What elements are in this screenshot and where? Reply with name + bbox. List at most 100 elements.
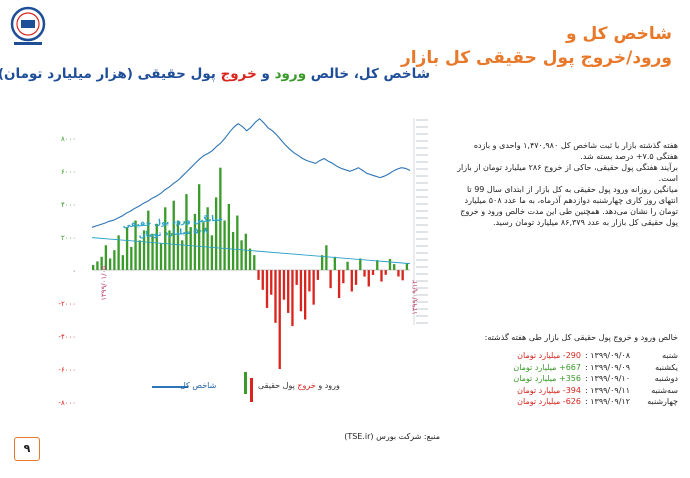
outflow-bar — [384, 270, 387, 275]
legend-flow-label: ورود و خروج پول حقیقی — [258, 381, 340, 390]
outflow-bar — [274, 270, 277, 323]
outflow-bar — [265, 270, 269, 308]
inflow-bar — [185, 194, 188, 270]
inflow-bar — [159, 243, 163, 270]
inflow-bar — [198, 184, 201, 270]
inflow-bar — [100, 256, 103, 270]
inflow-bar — [206, 207, 209, 270]
outflow-bar — [337, 270, 341, 299]
inflow-bar — [134, 220, 137, 270]
inflow-bar — [92, 265, 95, 270]
outflow-bar — [312, 270, 315, 305]
outflow-bar — [350, 270, 353, 292]
market-summary: هفته گذشته بازار با ثبت شاخص کل ۱,۴۷۰,۹۸… — [452, 140, 678, 228]
page-number: ۹ — [14, 437, 40, 461]
chart-title-part2: پول حقیقی (هزار میلیارد تومان) — [0, 66, 221, 82]
left-axis-tick: -۲۰۰۰ — [58, 300, 76, 308]
inflow-bar — [231, 232, 235, 270]
flow-index-chart: ۸۰۰۰ ۶۰۰۰ ۴۰۰۰ ۲۰۰۰ ۰ -۲۰۰۰ -۴۰۰۰ -۶۰۰۰ -۸۰۰۰ — [58, 117, 428, 407]
inflow-bar — [121, 255, 125, 270]
inflow-bar — [176, 220, 180, 270]
inflow-bar — [151, 233, 154, 270]
legend-outflow-swatch — [250, 378, 253, 402]
outflow-bar — [287, 270, 290, 313]
inflow-bar — [202, 222, 205, 270]
inflow-bar — [96, 261, 99, 270]
source-note: منبع: شرکت بورس (TSE.ir) — [344, 432, 440, 441]
chart-title-and: و — [256, 66, 275, 82]
inflow-bar — [214, 197, 218, 270]
flow-row: دوشنبه ۱۳۹۹/۰۹/۱۰ :356+ میلیارد تومان — [513, 374, 678, 383]
left-axis-tick: ۴۰۰۰ — [61, 201, 76, 209]
average-inflow-line — [91, 237, 411, 265]
flows-heading: خالص ورود و خروج پول حقیقی کل بازار طی ه… — [484, 333, 678, 342]
inflow-bar — [253, 255, 256, 270]
inflow-bar — [181, 240, 184, 270]
flow-row: سه‌شنبه ۱۳۹۹/۰۹/۱۱ :394- میلیارد تومان — [517, 385, 678, 395]
outflow-bar — [380, 270, 383, 282]
inflow-bar — [130, 246, 133, 270]
outflow-bar — [342, 270, 345, 284]
outflow-bar — [295, 270, 298, 285]
chart-title-in: ورود — [274, 66, 307, 82]
page-title-line1: شاخص کل و — [565, 24, 672, 44]
inflow-bar — [333, 256, 337, 270]
outflow-bar — [278, 270, 281, 369]
date-end-label: ۱۳۹۹/۰۹/۱۲ — [411, 280, 419, 315]
inflow-bar — [244, 233, 247, 270]
inflow-bar — [172, 200, 175, 270]
outflow-bar — [363, 270, 366, 277]
inflow-bar — [138, 240, 141, 270]
flow-row: چهارشنبه ۱۳۹۹/۰۹/۱۲ :626- میلیارد تومان — [517, 397, 678, 406]
inflow-bar — [147, 210, 150, 270]
left-axis-tick: ۲۰۰۰ — [61, 234, 76, 242]
outflow-bar — [316, 270, 320, 280]
weekly-flows-list: شنبه ۱۳۹۹/۰۹/۰۸ :290- میلیارد تومان یکشنب… — [452, 350, 678, 408]
outflow-bar — [299, 270, 303, 312]
inflow-bar — [240, 240, 243, 270]
inflow-bar — [210, 235, 214, 270]
flow-row: شنبه ۱۳۹۹/۰۹/۰۸ :290- میلیارد تومان — [517, 351, 678, 360]
date-start-label: ۱۳۹۹/۰۱/۰۵ — [100, 266, 108, 301]
summary-paragraph: هفته گذشته بازار با ثبت شاخص کل ۱,۴۷۰,۹۸… — [473, 141, 678, 161]
inflow-bar — [189, 227, 192, 270]
outflow-bar — [397, 270, 400, 277]
outflow-bar — [401, 270, 404, 281]
left-axis-tick: -۶۰۰۰ — [58, 366, 76, 374]
left-axis-tick: ۸۰۰۰ — [61, 135, 76, 143]
inflow-bar — [359, 258, 362, 270]
inflow-bar — [236, 215, 239, 270]
outflow-bar — [257, 270, 260, 280]
outflow-bar — [308, 270, 311, 292]
index-line — [91, 117, 411, 228]
inflow-bar — [155, 223, 158, 270]
inflow-bar — [388, 258, 392, 270]
inflow-bar — [320, 255, 324, 270]
inflow-bar — [376, 260, 379, 270]
inflow-bar — [393, 264, 396, 270]
legend-index-swatch — [152, 386, 188, 388]
flow-row: یکشنبه ۱۳۹۹/۰۹/۰۹ :667+ میلیارد تومان — [513, 362, 678, 372]
inflow-bar — [219, 167, 222, 270]
inflow-bar — [104, 245, 108, 270]
outflow-bar — [354, 270, 358, 285]
inflow-bar — [117, 235, 120, 270]
outflow-bar — [371, 270, 375, 275]
inflow-bar — [227, 204, 231, 270]
outflow-bar — [304, 270, 307, 320]
summary-paragraph: میانگین روزانه ورود پول حقیقی به کل بازا… — [460, 185, 678, 227]
inflow-bar — [346, 261, 349, 270]
inflow-bar — [223, 220, 226, 270]
inflow-bar — [325, 245, 328, 270]
left-axis-tick: -۸۰۰۰ — [58, 399, 76, 407]
legend-inflow-swatch — [244, 372, 247, 394]
company-logo — [10, 6, 46, 45]
left-axis-tick: ۶۰۰۰ — [61, 168, 76, 176]
left-axis-tick: -۴۰۰۰ — [58, 333, 76, 341]
inflow-bar — [193, 213, 197, 270]
chart-title: شاخص کل، خالص ورود و خروج پول حقیقی (هزا… — [0, 66, 430, 82]
outflow-bar — [282, 270, 286, 300]
outflow-bar — [270, 270, 273, 295]
inflow-bar — [113, 250, 116, 270]
summary-paragraph: برآیند هفتگی پول حقیقی، حاکی از خروج ۲۸۶… — [457, 163, 678, 183]
